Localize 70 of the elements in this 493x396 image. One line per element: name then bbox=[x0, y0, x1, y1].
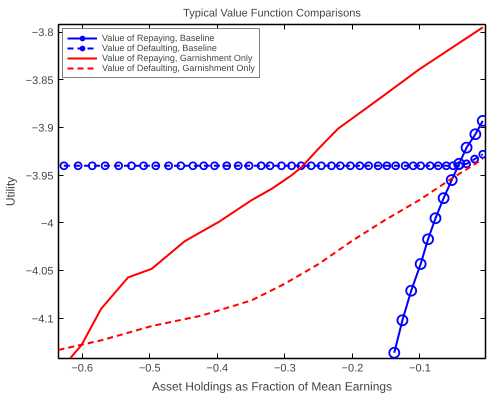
point bbox=[210, 161, 219, 170]
x-tick-label: −0.1 bbox=[409, 362, 431, 374]
point bbox=[396, 314, 408, 326]
point bbox=[374, 161, 382, 170]
point bbox=[188, 161, 198, 170]
point bbox=[151, 161, 160, 170]
y-tick-label: −4 bbox=[40, 218, 54, 230]
x-tick-label: −0.2 bbox=[342, 362, 364, 374]
point bbox=[405, 284, 418, 297]
point bbox=[88, 161, 97, 170]
point bbox=[74, 161, 82, 170]
point bbox=[346, 161, 355, 170]
point bbox=[438, 192, 450, 204]
point bbox=[364, 161, 374, 170]
x-tick-label: −0.4 bbox=[206, 362, 228, 374]
y-tick-label: −3.9 bbox=[32, 122, 54, 135]
x-axis-title: Asset Holdings as Fraction of Mean Earnings bbox=[152, 380, 392, 394]
point bbox=[470, 154, 480, 164]
point bbox=[139, 161, 148, 170]
y-tick-label: −3.95 bbox=[26, 170, 54, 182]
chart-title: Typical Value Function Comparisons bbox=[183, 8, 362, 20]
x-tick-label: −0.3 bbox=[274, 362, 296, 374]
point bbox=[388, 346, 400, 358]
legend-label: Value of Repaying, Baseline bbox=[102, 33, 214, 43]
point bbox=[336, 161, 345, 170]
point bbox=[430, 212, 442, 224]
point bbox=[400, 161, 410, 170]
point bbox=[469, 128, 482, 140]
point bbox=[114, 161, 124, 170]
y-tick-label: −3.8 bbox=[32, 27, 54, 40]
point bbox=[127, 161, 136, 170]
point bbox=[414, 258, 427, 270]
y-tick-label: −4.05 bbox=[26, 266, 54, 278]
point bbox=[382, 161, 392, 170]
y-tick-label: −3.85 bbox=[26, 74, 54, 87]
point bbox=[426, 161, 434, 170]
point bbox=[422, 233, 434, 246]
x-tick-label: −0.6 bbox=[71, 362, 94, 374]
point bbox=[100, 161, 110, 170]
x-tick-label: −0.5 bbox=[138, 362, 161, 374]
point bbox=[164, 161, 174, 170]
point bbox=[446, 174, 458, 186]
point bbox=[442, 161, 451, 170]
point bbox=[222, 161, 232, 170]
point bbox=[327, 161, 336, 170]
point bbox=[448, 161, 458, 170]
point bbox=[434, 161, 443, 170]
point bbox=[234, 161, 243, 170]
point bbox=[256, 161, 266, 170]
point bbox=[416, 161, 426, 170]
point bbox=[176, 161, 186, 170]
point bbox=[355, 161, 364, 170]
point bbox=[460, 142, 472, 154]
point bbox=[462, 159, 471, 168]
y-axis-title: Utility bbox=[4, 176, 18, 206]
point bbox=[408, 161, 418, 170]
point bbox=[244, 161, 254, 170]
point bbox=[266, 161, 274, 170]
point bbox=[287, 161, 296, 170]
point bbox=[277, 161, 286, 170]
y-tick-label: −4.1 bbox=[32, 313, 54, 326]
point bbox=[316, 161, 326, 170]
point bbox=[306, 161, 316, 170]
point bbox=[391, 161, 400, 170]
legend-label: Value of Defaulting, Baseline bbox=[102, 43, 217, 53]
point bbox=[199, 161, 208, 170]
point bbox=[296, 161, 306, 170]
point bbox=[60, 161, 68, 170]
legend-label: Value of Repaying, Garnishment Only bbox=[102, 53, 252, 63]
legend-label: Value of Defaulting, Garnishment Only bbox=[102, 63, 255, 73]
